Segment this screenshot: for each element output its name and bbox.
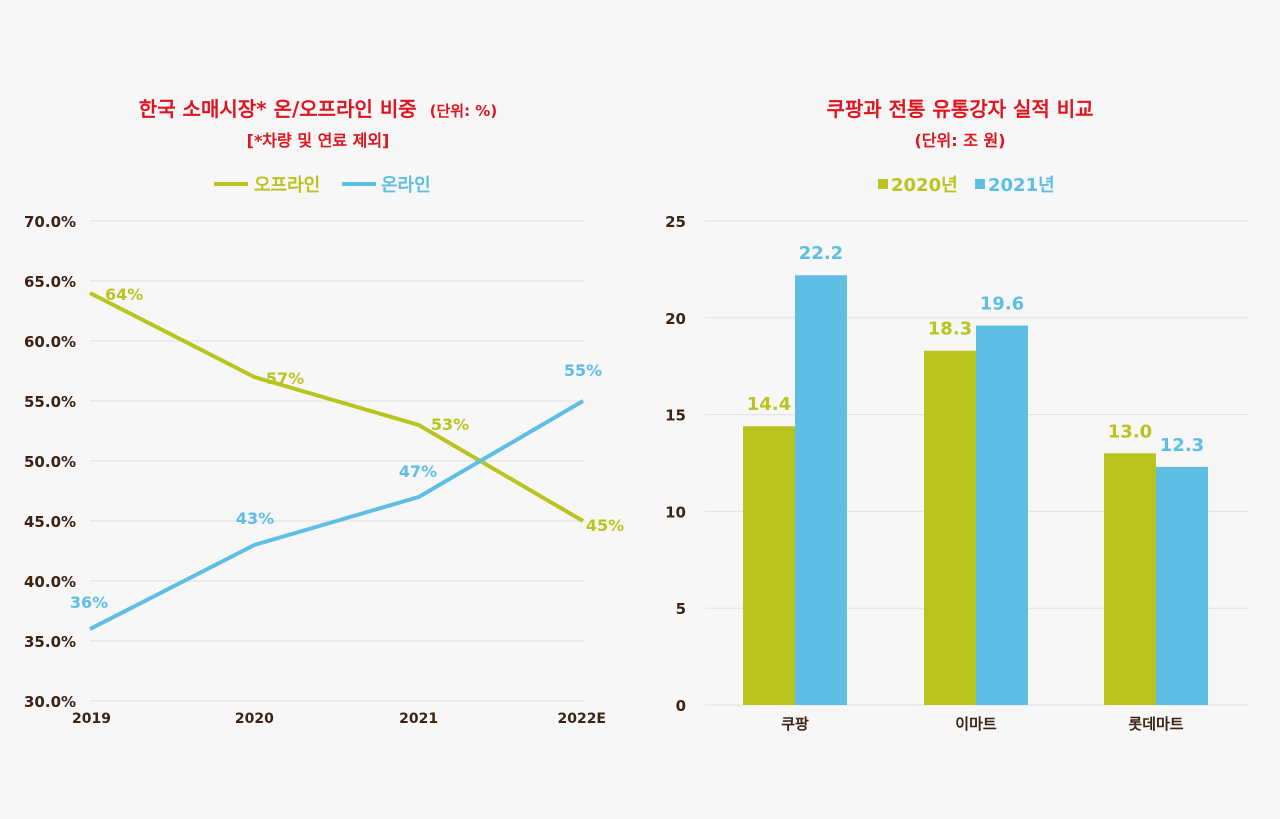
line-data-label: 43% <box>236 509 274 528</box>
bar-data-label: 14.4 <box>747 394 791 415</box>
line-series-1 <box>89 399 585 631</box>
bar-1-1 <box>976 325 1028 705</box>
line-chart-x-tick-label: 2021 <box>399 711 438 727</box>
line-data-label: 53% <box>431 415 469 434</box>
line-chart-title: 한국 소매시장* 온/오프라인 비중 (단위: %) <box>139 97 497 121</box>
line-data-label: 55% <box>564 361 602 380</box>
bar-chart-legend: 2020년 2021년 <box>878 175 1055 196</box>
line-chart-y-tick-label: 45.0% <box>24 513 76 531</box>
bar-data-label: 19.6 <box>980 294 1024 315</box>
bar-chart-y-tick-label: 25 <box>665 213 686 231</box>
line-data-label: 64% <box>105 285 143 304</box>
line-chart-title-main: 한국 소매시장* 온/오프라인 비중 <box>139 97 417 121</box>
line-chart-subtitle: [*차량 및 연료 제외] <box>247 131 390 150</box>
bar-data-label: 12.3 <box>1160 435 1204 456</box>
line-chart-title-unit: (단위: %) <box>430 102 498 120</box>
bar-data-label: 18.3 <box>928 319 972 340</box>
line-data-label: 57% <box>266 369 304 388</box>
legend-label-2020: 2020년 <box>891 175 958 196</box>
bar-chart-x-tick-label: 이마트 <box>955 715 997 733</box>
bar-chart-y-tick-label: 5 <box>676 600 686 618</box>
line-chart-y-tick-label: 55.0% <box>24 393 76 411</box>
line-chart-y-tick-label: 35.0% <box>24 633 76 651</box>
bar-data-label: 22.2 <box>799 243 843 264</box>
bar-plot-area: 0 5 10 15 20 25 쿠팡 14.4 22.2 이마트 18.3 19.6 롯데마트 13.0 1… <box>665 213 1248 733</box>
line-data-label: 47% <box>399 462 437 481</box>
legend-label-offline: 오프라인 <box>254 175 320 196</box>
line-chart-y-tick-label: 30.0% <box>24 693 76 711</box>
bar-chart-y-tick-label: 0 <box>676 697 686 715</box>
bar-chart-title: 쿠팡과 전통 유통강자 실적 비교 <box>826 97 1093 121</box>
bar-1-0 <box>795 275 847 705</box>
line-chart-x-tick-label: 2022E <box>557 711 606 727</box>
line-chart-y-tick-label: 50.0% <box>24 453 76 471</box>
line-chart-x-tick-label: 2020 <box>235 711 274 727</box>
bar-1-2 <box>1156 466 1208 705</box>
legend-swatch-2020 <box>878 179 888 189</box>
bar-0-1 <box>924 350 976 705</box>
legend-label-online: 온라인 <box>381 175 431 196</box>
bar-chart-x-tick-label: 쿠팡 <box>781 715 809 733</box>
bar-0-0 <box>743 426 795 705</box>
bar-chart-y-tick-label: 15 <box>665 407 686 425</box>
line-plot-area: 30.0% 35.0% 40.0% 45.0% 50.0% 55.0% 60.0% 65.0%… <box>24 213 624 727</box>
line-chart-y-tick-label: 60.0% <box>24 333 76 351</box>
bar-chart-x-tick-label: 롯데마트 <box>1128 715 1183 733</box>
line-chart-y-tick-label: 40.0% <box>24 573 76 591</box>
legend-swatch-2021 <box>975 179 985 189</box>
bar-chart-subtitle: (단위: 조 원) <box>914 131 1005 150</box>
line-data-label: 36% <box>70 593 108 612</box>
line-chart-x-tick-label: 2019 <box>72 711 111 727</box>
line-series-0 <box>89 291 585 523</box>
line-chart-y-tick-label: 65.0% <box>24 273 76 291</box>
legend-label-2021: 2021년 <box>988 175 1055 196</box>
bar-chart-y-tick-label: 10 <box>665 503 686 521</box>
line-chart-y-tick-label: 70.0% <box>24 213 76 231</box>
line-data-label: 45% <box>586 516 624 535</box>
line-chart-legend: 오프라인 온라인 <box>214 175 431 196</box>
bar-data-label: 13.0 <box>1108 421 1152 442</box>
bar-0-2 <box>1104 453 1156 705</box>
bar-chart-y-tick-label: 20 <box>665 310 686 328</box>
